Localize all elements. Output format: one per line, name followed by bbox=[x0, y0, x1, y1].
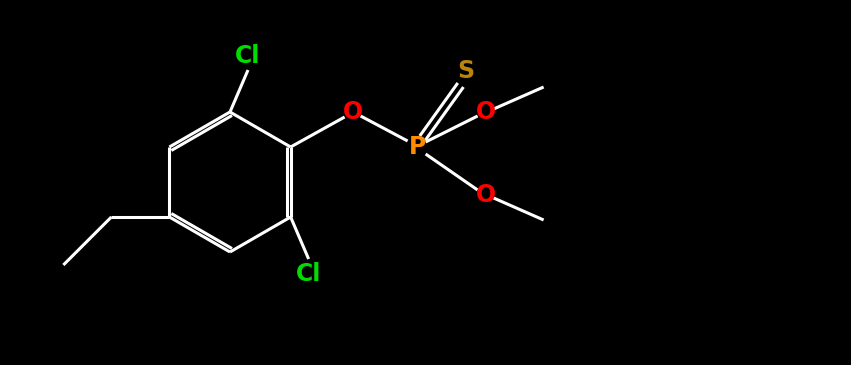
Text: S: S bbox=[457, 59, 474, 83]
Text: Cl: Cl bbox=[236, 44, 260, 68]
Text: O: O bbox=[476, 100, 495, 124]
Text: O: O bbox=[343, 100, 363, 124]
Text: P: P bbox=[409, 135, 426, 159]
Text: O: O bbox=[476, 183, 495, 207]
Text: Cl: Cl bbox=[296, 262, 322, 286]
